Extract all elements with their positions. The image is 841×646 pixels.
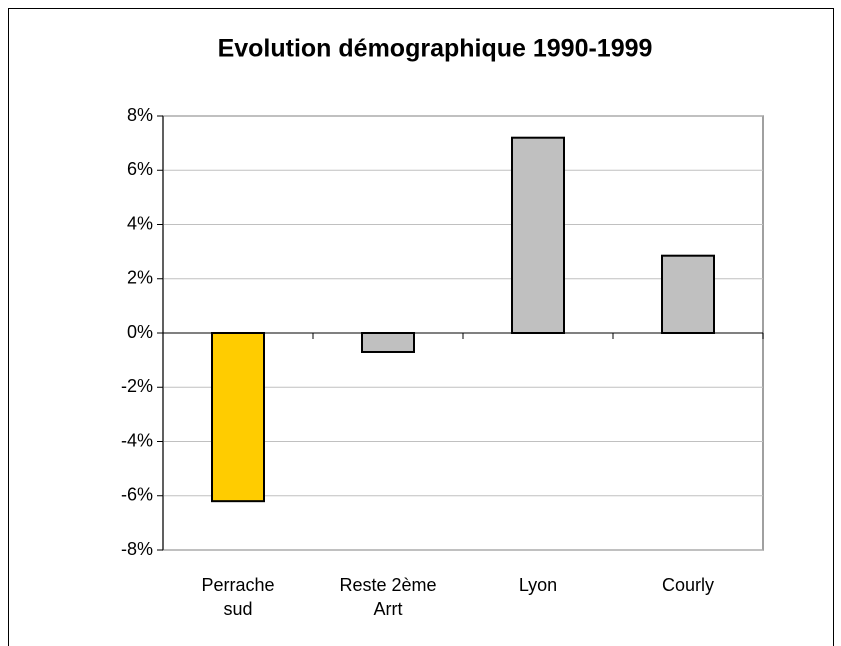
- y-tick-label: 6%: [127, 159, 153, 179]
- y-tick-label: 4%: [127, 213, 153, 233]
- bar: [511, 136, 565, 334]
- bar: [211, 332, 265, 503]
- x-tick-label: Lyon: [518, 575, 558, 595]
- bar: [661, 254, 715, 335]
- frame: [8, 8, 834, 646]
- y-tick-label: -4%: [121, 430, 153, 450]
- x-tick-label: Reste 2ème Arrt: [339, 575, 437, 619]
- y-tick-label: -6%: [121, 485, 153, 505]
- x-tick-label-box: Perrache sud: [201, 575, 275, 619]
- chart-title: Evolution démographique 1990-1999: [218, 35, 653, 63]
- x-tick-label: Courly: [661, 575, 714, 595]
- y-tick-label: -2%: [121, 376, 153, 396]
- x-tick-label-box: Courly: [661, 575, 714, 595]
- x-tick-label-box: Lyon: [518, 575, 558, 595]
- y-tick-label: 0%: [127, 322, 153, 342]
- y-tick-label: 2%: [127, 268, 153, 288]
- y-tick-label: 8%: [127, 105, 153, 125]
- x-tick-label-box: Reste 2ème Arrt: [339, 575, 437, 619]
- y-tick-label: -8%: [121, 539, 153, 559]
- bar: [361, 332, 415, 353]
- x-tick-label: Perrache sud: [201, 575, 275, 619]
